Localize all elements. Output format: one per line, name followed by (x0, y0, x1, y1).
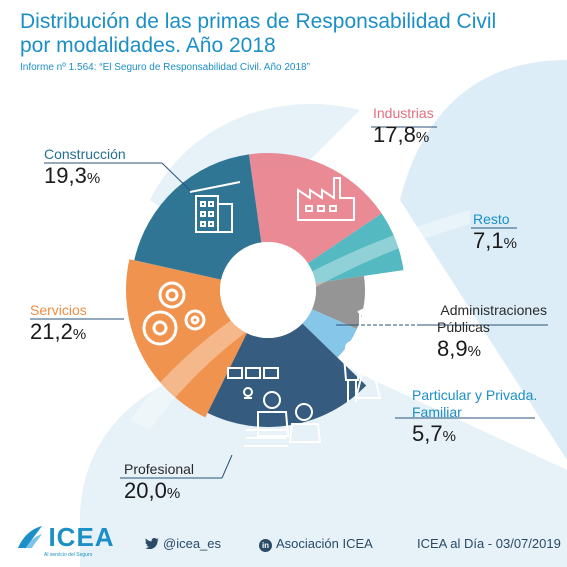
label-profesional: Profesional 20,0% (124, 461, 194, 507)
slice-servicios (126, 259, 247, 418)
label-servicios: Servicios 21,2% (30, 302, 87, 348)
label-familiar-value: 5,7% (412, 421, 456, 446)
label-industrias-name: Industrias (373, 105, 434, 121)
label-resto-name: Resto (473, 211, 510, 227)
slice-construccion (134, 154, 262, 280)
label-familiar-name-2: Familiar (412, 404, 462, 420)
slice-industrias (248, 152, 382, 264)
swoosh-overlay (130, 210, 470, 430)
icea-logo: ICEA Al servicio del Seguro (16, 522, 115, 558)
slice-resto (307, 213, 404, 284)
label-administraciones-name-2: Públicas (437, 319, 490, 335)
building-icon (189, 181, 241, 233)
label-resto-value: 7,1% (473, 228, 517, 253)
leader-line-profesional-1 (221, 454, 233, 479)
linkedin-name-text: Asociación ICEA (276, 536, 373, 551)
slice-administraciones-publicas (311, 275, 365, 329)
factory-icon (297, 155, 355, 221)
label-profesional-name: Profesional (124, 461, 195, 477)
edition-date: ICEA al Día - 03/07/2019 (417, 536, 561, 551)
label-familiar-name-1: Particular y Privada. (412, 387, 538, 403)
label-servicios-value: 21,2% (30, 319, 87, 344)
family-icon (342, 341, 382, 402)
linkedin-icon: in (259, 539, 272, 552)
label-construccion: Construcción 19,3% (44, 146, 126, 192)
slice-profesional (207, 323, 367, 427)
icea-logo-icon (18, 526, 42, 548)
meeting-icon (227, 367, 322, 447)
label-administraciones: Administraciones (440, 302, 547, 319)
label-industrias-value: 17,8% (373, 122, 430, 147)
label-administraciones-value: 8,9% (437, 336, 481, 361)
twitter-handle[interactable]: @icea_es (145, 536, 221, 551)
icea-logo-tagline: Al servicio del Seguro (44, 552, 93, 558)
label-construccion-value: 19,3% (44, 163, 101, 188)
label-construccion-name: Construcción (44, 146, 126, 162)
label-industrias: Industrias 17,8% (373, 105, 434, 151)
slice-particular-y-privada-familiar (302, 309, 357, 358)
icea-logo-name: ICEA (48, 522, 115, 552)
label-administraciones-name-1: Administraciones (440, 302, 547, 318)
town-hall-icon (357, 290, 419, 337)
donut-hole (220, 242, 316, 338)
label-resto: Resto 7,1% (473, 211, 517, 257)
label-profesional-value: 20,0% (124, 478, 181, 503)
twitter-icon (145, 538, 159, 549)
linkedin-name[interactable]: in Asociación ICEA (259, 536, 373, 552)
label-administraciones-2: Públicas 8,9% (437, 319, 490, 365)
leader-line-construccion-2 (161, 162, 201, 201)
page-title: Distribución de las primas de Responsabi… (20, 10, 497, 57)
label-servicios-name: Servicios (30, 302, 87, 318)
label-familiar: Particular y Privada. Familiar 5,7% (412, 387, 537, 450)
page-subtitle: Informe nº 1.564: “El Seguro de Responsa… (20, 62, 310, 73)
gears-icon (142, 281, 206, 346)
twitter-handle-text: @icea_es (163, 536, 222, 551)
